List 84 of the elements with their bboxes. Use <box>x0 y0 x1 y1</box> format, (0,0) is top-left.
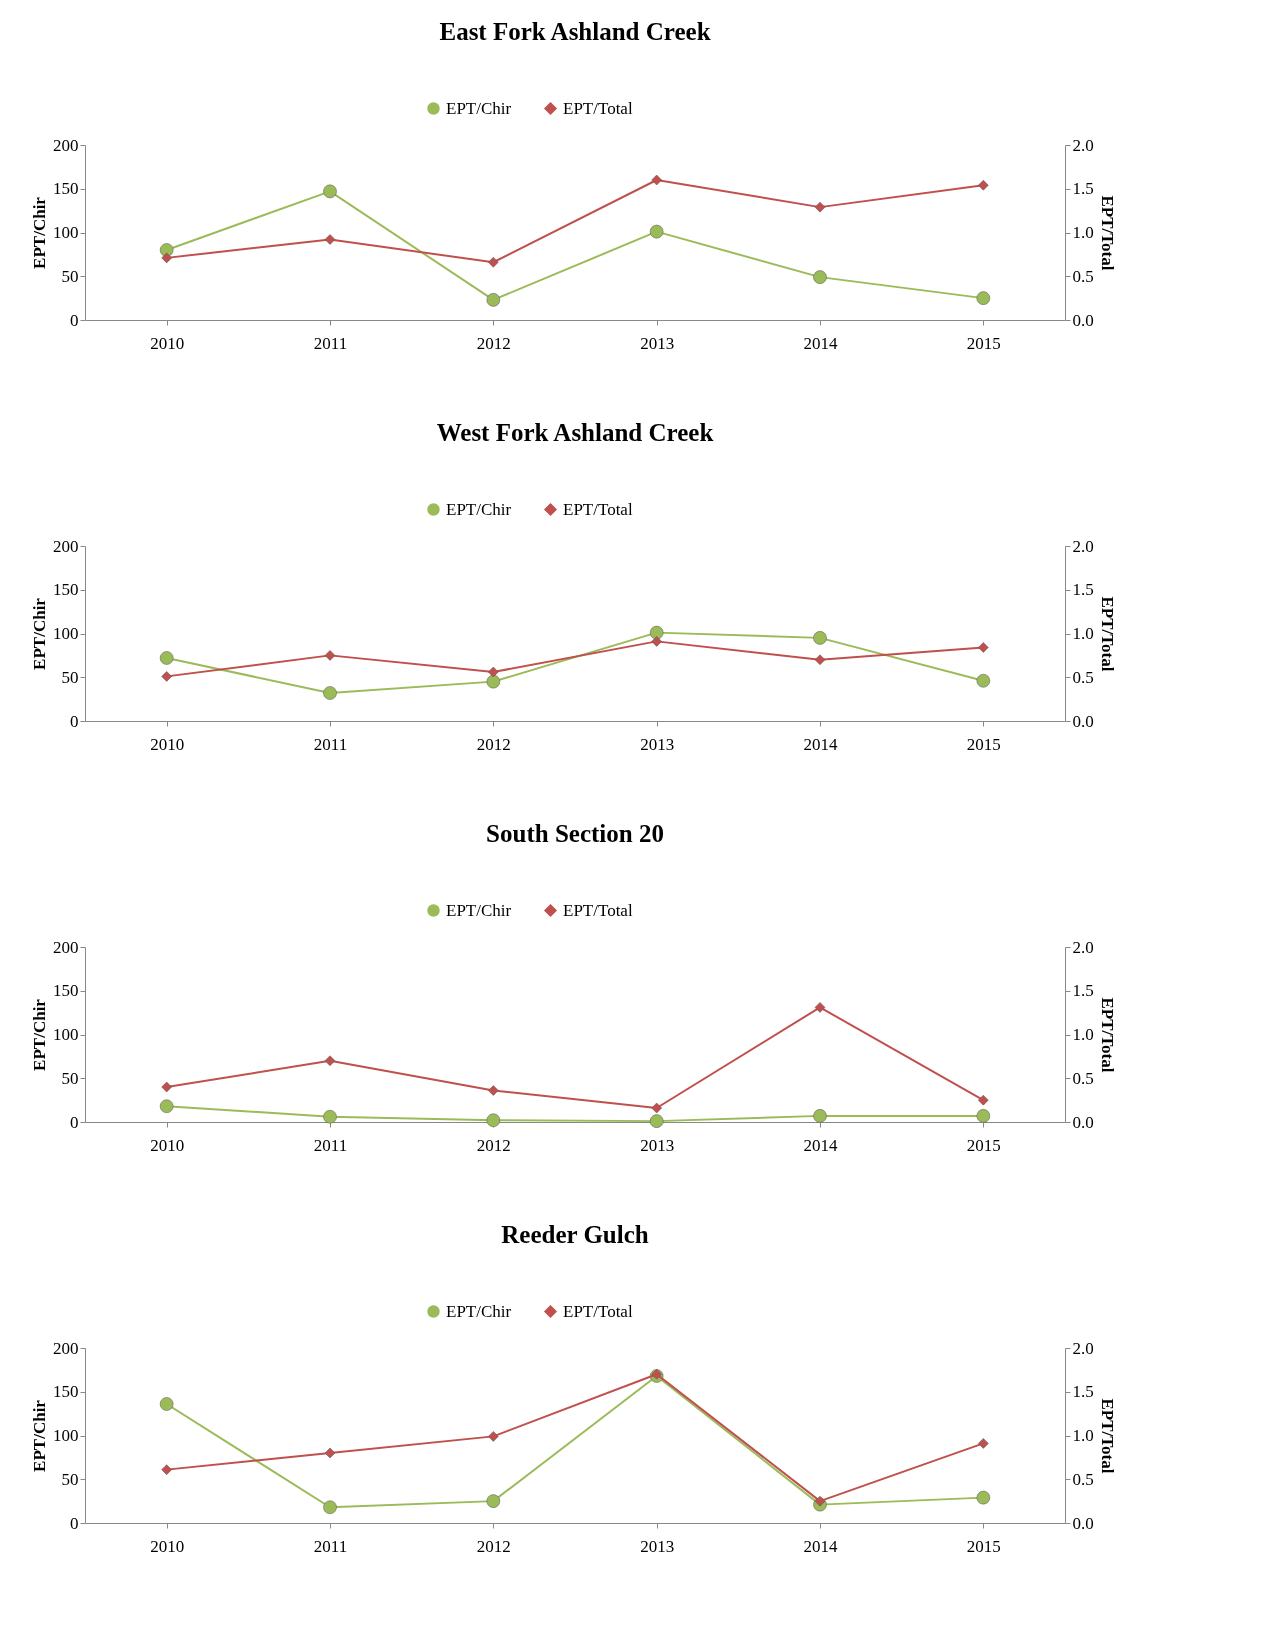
x-tick-label: 2011 <box>313 1536 348 1556</box>
legend-label: EPT/Chir <box>446 900 512 920</box>
x-tick-label: 2010 <box>150 333 185 353</box>
y2-tick-label: 2.0 <box>1072 135 1094 155</box>
y2-tick-label: 0.5 <box>1072 1469 1094 1489</box>
x-tick-label: 2013 <box>640 1135 675 1155</box>
legend-label: EPT/Total <box>563 98 633 118</box>
legend-label: EPT/Total <box>563 499 633 519</box>
y-tick-label: 100 <box>53 624 79 643</box>
y-tick-label: 100 <box>53 223 79 242</box>
x-tick-label: 2015 <box>966 1135 1001 1155</box>
x-tick-label: 2014 <box>803 1536 838 1556</box>
y-tick-label: 50 <box>61 1469 79 1489</box>
y2-axis-title: EPT/Total <box>1097 997 1117 1073</box>
x-tick-label: 2013 <box>640 333 675 353</box>
y2-tick-label: 1.5 <box>1072 981 1094 1001</box>
y-tick-label: 50 <box>61 667 79 687</box>
x-tick-label: 2014 <box>803 1135 838 1155</box>
y-tick-label: 150 <box>53 179 79 199</box>
y2-tick-label: 2.0 <box>1072 1338 1094 1358</box>
x-tick-label: 2011 <box>313 734 348 754</box>
x-tick-label: 2011 <box>313 1135 348 1155</box>
y2-tick-label: 2.0 <box>1072 937 1094 957</box>
y-tick-label: 0 <box>70 310 79 330</box>
y2-tick-label: 1.0 <box>1072 223 1094 242</box>
y-tick-label: 0 <box>70 1513 79 1533</box>
y-axis-title: EPT/Chir <box>30 597 49 670</box>
legend-label: EPT/Chir <box>446 1301 512 1321</box>
y-axis-title: EPT/Chir <box>30 998 49 1071</box>
y2-tick-label: 1.0 <box>1072 624 1094 643</box>
y-tick-label: 0 <box>70 711 79 731</box>
x-tick-label: 2010 <box>150 734 185 754</box>
y2-tick-label: 0.0 <box>1072 711 1094 731</box>
y2-tick-label: 1.5 <box>1072 1382 1094 1402</box>
legend-label: EPT/Total <box>563 1301 633 1321</box>
legend-label: EPT/Total <box>563 900 633 920</box>
y-tick-label: 200 <box>53 536 79 556</box>
y-axis-title: EPT/Chir <box>30 1399 49 1472</box>
x-tick-label: 2012 <box>476 1135 511 1155</box>
legend-label: EPT/Chir <box>446 499 512 519</box>
x-tick-label: 2010 <box>150 1135 185 1155</box>
y-tick-label: 200 <box>53 135 79 155</box>
x-tick-label: 2010 <box>150 1536 185 1556</box>
y2-tick-label: 0.0 <box>1072 1513 1094 1533</box>
y2-tick-label: 1.0 <box>1072 1426 1094 1445</box>
y2-axis-title: EPT/Total <box>1097 195 1117 271</box>
y2-tick-label: 2.0 <box>1072 536 1094 556</box>
y2-axis-title: EPT/Total <box>1097 596 1117 672</box>
y-tick-label: 150 <box>53 981 79 1001</box>
y-tick-label: 150 <box>53 1382 79 1402</box>
x-tick-label: 2012 <box>476 333 511 353</box>
x-tick-label: 2014 <box>803 333 838 353</box>
x-tick-label: 2015 <box>966 734 1001 754</box>
x-tick-label: 2014 <box>803 734 838 754</box>
y-tick-label: 50 <box>61 1068 79 1088</box>
y2-tick-label: 1.5 <box>1072 580 1094 600</box>
chart-title: West Fork Ashland Creek <box>436 419 714 446</box>
x-tick-label: 2011 <box>313 333 348 353</box>
legend-label: EPT/Chir <box>446 98 512 118</box>
x-tick-label: 2015 <box>966 333 1001 353</box>
chart-title: South Section 20 <box>486 820 664 847</box>
x-tick-label: 2015 <box>966 1536 1001 1556</box>
x-tick-label: 2013 <box>640 1536 675 1556</box>
y2-tick-label: 0.5 <box>1072 266 1094 286</box>
y-tick-label: 200 <box>53 1338 79 1358</box>
y-tick-label: 100 <box>53 1025 79 1044</box>
y-tick-label: 0 <box>70 1112 79 1132</box>
x-tick-label: 2013 <box>640 734 675 754</box>
y-tick-label: 100 <box>53 1426 79 1445</box>
y2-axis-title: EPT/Total <box>1097 1398 1117 1474</box>
y2-tick-label: 0.5 <box>1072 1068 1094 1088</box>
x-tick-label: 2012 <box>476 1536 511 1556</box>
y-tick-label: 50 <box>61 266 79 286</box>
y2-tick-label: 0.0 <box>1072 310 1094 330</box>
y2-tick-label: 1.5 <box>1072 179 1094 199</box>
y2-tick-label: 0.0 <box>1072 1112 1094 1132</box>
chart-title: Reeder Gulch <box>501 1221 649 1248</box>
y-axis-title: EPT/Chir <box>30 196 49 269</box>
y2-tick-label: 1.0 <box>1072 1025 1094 1044</box>
y-tick-label: 200 <box>53 937 79 957</box>
x-tick-label: 2012 <box>476 734 511 754</box>
y-tick-label: 150 <box>53 580 79 600</box>
chart-title: East Fork Ashland Creek <box>439 18 711 45</box>
y2-tick-label: 0.5 <box>1072 667 1094 687</box>
